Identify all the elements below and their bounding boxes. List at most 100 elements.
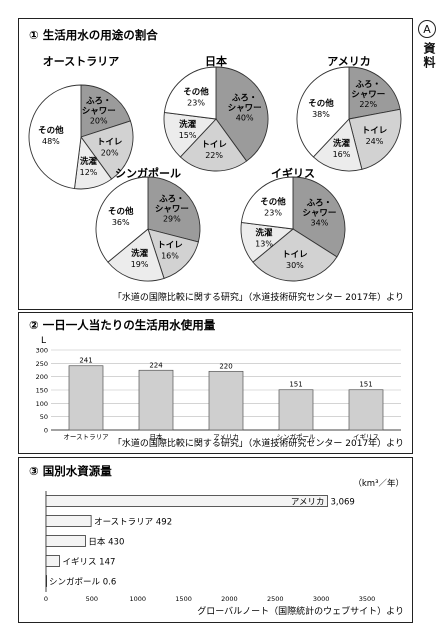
pie-slice (147, 176, 201, 243)
pie-slice (95, 176, 149, 263)
bar (68, 365, 104, 431)
pie-slice-label: 洗濯 (256, 227, 274, 238)
bar-category-label: オーストラリア (63, 433, 109, 441)
bar-category-label: シンガポール (277, 432, 317, 441)
pie-slice-label: シャワー (82, 107, 116, 117)
bar-chart-source: 「水道の国際比較に関する研究」（水道技術研究センター 2017年）より (113, 437, 404, 449)
pie-slice-value: 15% (179, 131, 197, 140)
bar-value-label: 241 (79, 357, 92, 365)
pie-slice-value: 34% (311, 218, 329, 227)
side-label-text: 資料 (422, 42, 436, 70)
pie-slice-value: 38% (312, 110, 330, 119)
pie-slice-value: 24% (366, 137, 384, 146)
pie-slice-value: 23% (187, 98, 205, 107)
side-label-mark: A (418, 20, 436, 38)
pie-country-title: シンガポール (115, 166, 181, 180)
pie-slice-value: 16% (161, 252, 179, 261)
hbar (45, 495, 328, 507)
pie-slice-label: ふろ・ (232, 94, 258, 104)
hbar-chart-xtick: 0 (44, 595, 48, 603)
hbar-label: 日本 430 (88, 537, 124, 548)
pie-slice-label: 洗濯 (179, 119, 197, 130)
bar-category-label: 日本 (150, 432, 164, 441)
pie-country-title: 日本 (205, 54, 227, 68)
pie-slice-label: トイレ (282, 250, 308, 260)
bar-chart-ytick: 100 (36, 400, 48, 408)
bar (278, 389, 314, 431)
pie-slice-label: その他 (260, 196, 286, 207)
bar-category-label: イギリス (353, 433, 379, 441)
hbar (45, 515, 92, 527)
bar-chart-ytick: 250 (36, 360, 48, 368)
bar-chart-ytick: 0 (44, 427, 48, 435)
hbar-chart-area: ③ 国別水資源量 （km³／年） 0 500 1000 1500 2000 2500 3000 3… (29, 464, 404, 617)
pie-slice-label: シャワー (228, 104, 262, 114)
pie-slice (163, 111, 217, 158)
bar-value-label: 151 (359, 381, 372, 389)
bar-chart-ytick: 200 (36, 373, 48, 381)
pie-slice-label: ふろ・ (159, 195, 185, 205)
pie-slice-label: その他 (38, 125, 64, 136)
pie-chart-title: ① 生活用水の用途の割合 (29, 28, 158, 42)
hbar (45, 555, 60, 567)
pie-slice-label: トイレ (362, 126, 388, 136)
bar-chart-title: ② 一日一人当たりの生活用水使用量 (29, 318, 216, 332)
hbar-chart-source: グローバルノート（国際統計のウェブサイト）より (197, 605, 404, 617)
pie-slice (147, 228, 199, 280)
bar-category-label: アメリカ (213, 433, 239, 441)
side-label: A 資料 (418, 20, 440, 70)
pie-slice (107, 228, 165, 282)
pie-slice (179, 118, 248, 172)
pie-slice-value: 29% (163, 215, 181, 224)
hbar-category-label: アメリカ (291, 498, 325, 508)
pie-slice-label: トイレ (157, 241, 183, 251)
bar (348, 389, 384, 431)
pie-slice-value: 20% (101, 148, 119, 157)
hbar-chart-unit: （km³／年） (353, 478, 404, 489)
bar-value-label: 220 (219, 362, 232, 370)
pie-slice-value: 20% (90, 117, 108, 126)
pie-slice-value: 22% (205, 151, 223, 160)
bar-value-label: 151 (289, 381, 302, 389)
pie-slice-label: 洗濯 (333, 138, 351, 149)
hbar-label: イギリス 147 (62, 558, 115, 568)
pie-slice-value: 23% (264, 208, 282, 217)
pie-slice-value: 12% (80, 168, 98, 177)
bar-chart-area: ② 一日一人当たりの生活用水使用量 L 0 50 100 150 200 250 300 241 オ… (29, 318, 404, 449)
pie-slice-label: 洗濯 (131, 248, 149, 259)
pie-country-title: イギリス (271, 166, 315, 180)
pie-slice-label: シャワー (351, 90, 385, 100)
pie-slice-value: 19% (131, 260, 149, 269)
pie-chart-panel: ① 生活用水の用途の割合 オーストラリア ふろ・ シャワー 20% トイレ 20% 洗濯 12%… (18, 18, 413, 310)
pie-slice (163, 66, 217, 120)
hbar-chart-xtick: 1500 (175, 595, 192, 603)
hbar-chart-xtick: 2000 (221, 595, 238, 603)
pie-slice (215, 66, 269, 162)
pie-slice-value: 36% (112, 218, 130, 227)
pie-slice-value: 30% (286, 261, 304, 270)
bar (138, 369, 174, 431)
pie-chart-area: ① 生活用水の用途の割合オーストラリアふろ・シャワー20%トイレ20%洗濯12%… (28, 28, 404, 303)
bar-chart-ytick: 300 (36, 347, 48, 355)
pie-slice-label: ふろ・ (307, 198, 333, 208)
pie-slice (240, 176, 294, 230)
pie-slice-value: 22% (359, 100, 377, 109)
hbar-value-label: 3,069 (330, 498, 354, 508)
bar-value-label: 224 (149, 361, 163, 369)
hbar (45, 575, 48, 587)
pie-slice-label: ふろ・ (86, 97, 112, 107)
pie-slice-label: シャワー (155, 205, 189, 215)
pie-slice-value: 16% (333, 150, 351, 159)
bar-chart-panel: ② 一日一人当たりの生活用水使用量 L 0 50 100 150 200 250 300 241 オ… (18, 312, 413, 454)
pie-slice (28, 84, 82, 190)
pie-slice (252, 228, 338, 282)
pie-slice-value: 48% (42, 137, 60, 146)
bar-chart-ytick: 50 (40, 413, 48, 421)
pie-country-title: オーストラリア (43, 55, 119, 68)
pie-slice (296, 66, 350, 158)
hbar-chart-xtick: 3500 (359, 595, 376, 603)
hbar-chart-title: ③ 国別水資源量 (29, 464, 112, 478)
pie-chart-source: 「水道の国際比較に関する研究」（水道技術研究センター 2017年）より (113, 291, 404, 303)
pie-slice-value: 40% (236, 114, 254, 123)
pie-slice-value: 13% (255, 239, 273, 248)
